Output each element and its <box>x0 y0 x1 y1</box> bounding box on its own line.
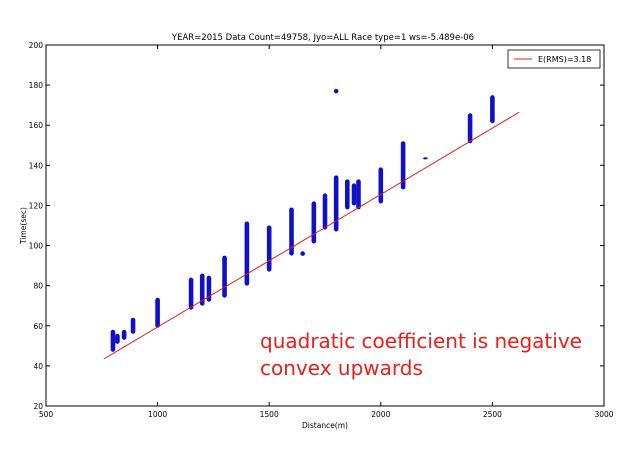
x-tick-label: 3000 <box>594 410 613 419</box>
y-tick-label: 180 <box>29 81 44 90</box>
data-point <box>333 88 339 94</box>
data-point-cluster <box>351 183 357 206</box>
data-point-cluster <box>222 255 227 298</box>
data-point-cluster <box>467 113 473 144</box>
legend-label: E(RMS)=3.18 <box>538 55 591 64</box>
x-tick-label: 1000 <box>148 410 167 419</box>
data-point-cluster <box>423 157 428 160</box>
fit-line <box>103 111 520 360</box>
y-tick-label: 80 <box>33 282 43 291</box>
data-point-cluster <box>266 225 272 272</box>
data-point-cluster <box>199 273 205 306</box>
y-tick-label: 120 <box>29 201 44 210</box>
data-point-cluster <box>333 175 339 232</box>
y-tick-label: 40 <box>33 362 43 371</box>
annotation-line-1: quadratic coefficient is negative <box>260 329 582 353</box>
x-tick-label: 1500 <box>260 410 279 419</box>
data-point-cluster <box>400 141 406 190</box>
data-point-cluster <box>289 207 294 256</box>
y-tick-label: 60 <box>33 322 43 331</box>
x-tick-label: 2000 <box>371 410 390 419</box>
y-tick-label: 200 <box>29 41 44 50</box>
data-point-cluster <box>490 95 495 124</box>
data-point-cluster <box>378 167 384 204</box>
annotation-line-2: convex upwards <box>260 356 423 380</box>
data-point-cluster <box>311 201 317 244</box>
data-point-cluster <box>322 193 328 230</box>
x-axis-label: Distance(m) <box>302 421 348 430</box>
data-point-cluster <box>206 275 212 302</box>
data-point-cluster <box>155 297 160 328</box>
data-point-cluster <box>130 317 136 334</box>
data-point-cluster <box>244 221 250 286</box>
data-point-cluster <box>188 277 194 310</box>
x-tick-label: 2500 <box>483 410 502 419</box>
y-tick-label: 140 <box>29 161 44 170</box>
data-point-cluster <box>115 333 120 344</box>
data-point-cluster <box>356 179 361 210</box>
data-point-cluster <box>345 179 350 210</box>
data-point-cluster <box>110 329 116 352</box>
chart-title: YEAR=2015 Data Count=49758, Jyo=ALL Race… <box>171 33 474 43</box>
data-point <box>300 251 305 256</box>
legend-box <box>507 49 601 69</box>
data-point-cluster <box>121 329 127 340</box>
y-tick-label: 160 <box>29 121 44 130</box>
y-tick-label: 20 <box>33 402 43 411</box>
x-tick-label: 500 <box>39 410 54 419</box>
y-axis-label: Time(sec) <box>19 207 28 245</box>
y-tick-label: 100 <box>29 242 44 251</box>
